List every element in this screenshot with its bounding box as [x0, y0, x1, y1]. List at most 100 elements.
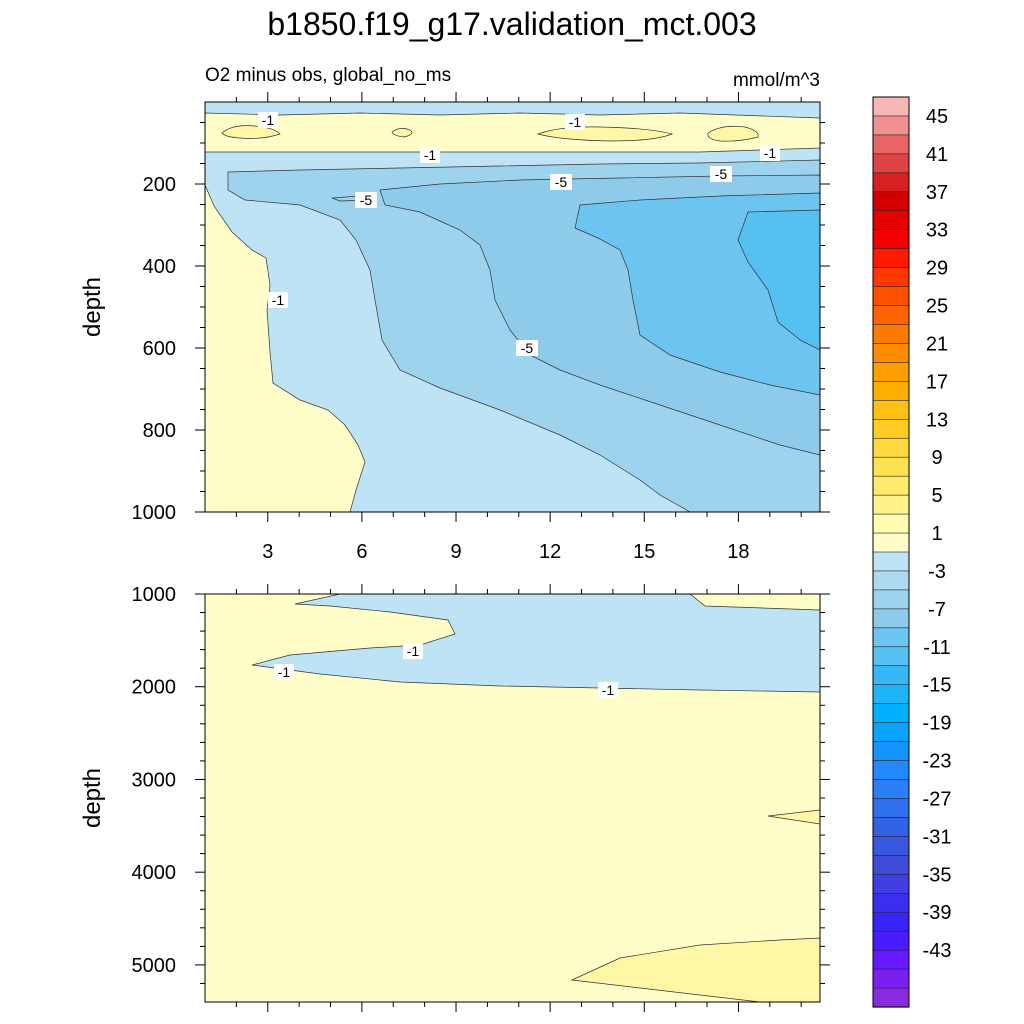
lower-x-ticks [267, 584, 739, 1012]
colorbar-swatch [872, 608, 910, 629]
colorbar-swatch [872, 494, 910, 515]
colorbar-label: 37 [926, 182, 948, 204]
colorbar-label: -7 [928, 599, 946, 621]
colorbar-swatch [872, 210, 910, 231]
colorbar-swatch [872, 134, 910, 155]
colorbar-swatch [872, 400, 910, 420]
x-tick-label: 18 [727, 541, 749, 563]
svg-text:-1: -1 [278, 664, 291, 680]
colorbar-label: -19 [923, 713, 952, 735]
lower-contour-panel [205, 594, 820, 1002]
colorbar-label: 5 [931, 485, 942, 507]
colorbar-swatch [872, 191, 910, 212]
colorbar-label: -3 [928, 561, 946, 583]
colorbar-frame [872, 96, 910, 1008]
y-tick-label: 4000 [132, 862, 177, 884]
svg-text:-5: -5 [555, 174, 568, 190]
lower-y-axis-label: depth [79, 768, 106, 828]
contour-label: -1 [268, 292, 288, 308]
colorbar-swatch [872, 456, 910, 477]
colorbar-swatch [872, 418, 910, 439]
colorbar-label: -15 [923, 675, 952, 697]
svg-text:-1: -1 [272, 292, 285, 308]
colorbar-swatch [872, 911, 910, 932]
y-tick-label: 1000 [132, 502, 177, 524]
x-tick-label: 12 [539, 541, 561, 563]
contour-label: -1 [760, 145, 780, 161]
colorbar-swatch [872, 760, 910, 781]
upper-pocket-1 [221, 125, 281, 139]
colorbar-swatch [872, 324, 910, 345]
contour-label: -5 [550, 174, 572, 190]
colorbar-swatch [872, 532, 910, 553]
panel-subtitle-left: O2 minus obs, global_no_ms [205, 65, 451, 86]
colorbar-label: -23 [923, 751, 952, 773]
colorbar-label: 21 [926, 333, 948, 355]
colorbar-swatch [872, 229, 910, 250]
units-label: mmol/m^3 [733, 70, 820, 91]
y-tick-label: 200 [143, 174, 176, 196]
colorbar-swatch [872, 551, 910, 572]
upper-left-positive-region [205, 184, 366, 512]
colorbar-swatch [872, 703, 910, 724]
y-tick-label: 800 [143, 420, 176, 442]
x-tick-label: 9 [450, 541, 461, 563]
colorbar-swatch [872, 968, 910, 989]
colorbar-label: 1 [931, 523, 942, 545]
colorbar-swatch [872, 362, 910, 382]
svg-text:-1: -1 [602, 682, 615, 698]
colorbar-swatch [872, 873, 910, 894]
x-axis: 3 6 9 12 15 18 [235, 92, 802, 1007]
y-tick-label: 3000 [132, 769, 177, 791]
colorbar-swatch [872, 475, 910, 496]
y-tick-label: 5000 [132, 955, 177, 977]
colorbar-label: 33 [926, 220, 948, 242]
colorbar-swatch [872, 987, 910, 1008]
colorbar-label: 25 [926, 296, 948, 318]
upper-contour-panel [205, 102, 820, 512]
colorbar-swatch [872, 930, 910, 951]
colorbar-swatch [872, 437, 910, 458]
colorbar-label: -27 [923, 788, 952, 810]
colorbar-label: -39 [923, 902, 952, 924]
upper-band-minus17 [737, 209, 820, 351]
svg-text:-5: -5 [521, 340, 534, 356]
colorbar-label: 45 [926, 106, 948, 128]
colorbar-swatch [872, 570, 910, 591]
colorbar-swatch [872, 305, 910, 326]
lower-deep-positive-region [570, 937, 820, 1002]
colorbar-swatch [872, 684, 910, 705]
colorbar-swatch [872, 381, 910, 401]
colorbar-swatch [872, 722, 910, 743]
contour-label: -1 [420, 147, 440, 163]
colorbar-swatch [872, 153, 910, 174]
colorbar [872, 96, 910, 1008]
lower-contour-labels: -1 -1 -1 [274, 643, 618, 698]
colorbar-swatch [872, 115, 910, 136]
colorbar-label: 41 [926, 144, 948, 166]
contour-label: -1 [274, 664, 294, 680]
upper-pocket-4 [707, 125, 759, 142]
colorbar-swatch [872, 665, 910, 686]
colorbar-swatch [872, 343, 910, 364]
y-tick-label: 600 [143, 338, 176, 360]
colorbar-swatch [872, 627, 910, 648]
colorbar-label: -35 [923, 864, 952, 886]
contour-label: -5 [710, 166, 732, 182]
colorbar-label: 29 [926, 258, 948, 280]
x-tick-label: 3 [262, 541, 273, 563]
svg-text:-1: -1 [764, 145, 777, 161]
chart-title: b1850.f19_g17.validation_mct.003 [267, 6, 756, 42]
svg-text:-5: -5 [360, 192, 373, 208]
x-tick-label: 6 [356, 541, 367, 563]
colorbar-swatch [872, 741, 910, 762]
svg-text:-1: -1 [262, 112, 275, 128]
svg-text:-5: -5 [715, 166, 728, 182]
y-tick-label: 2000 [132, 677, 177, 699]
y-tick-label: 1000 [132, 584, 177, 606]
lower-small-positive-lobe [767, 809, 820, 825]
contour-label: -1 [403, 643, 423, 659]
colorbar-labels: 45 41 37 33 29 25 21 17 13 9 5 1 -3 -7 -11 -15 -19 -23 -27… [923, 106, 952, 962]
colorbar-label: 17 [926, 371, 948, 393]
